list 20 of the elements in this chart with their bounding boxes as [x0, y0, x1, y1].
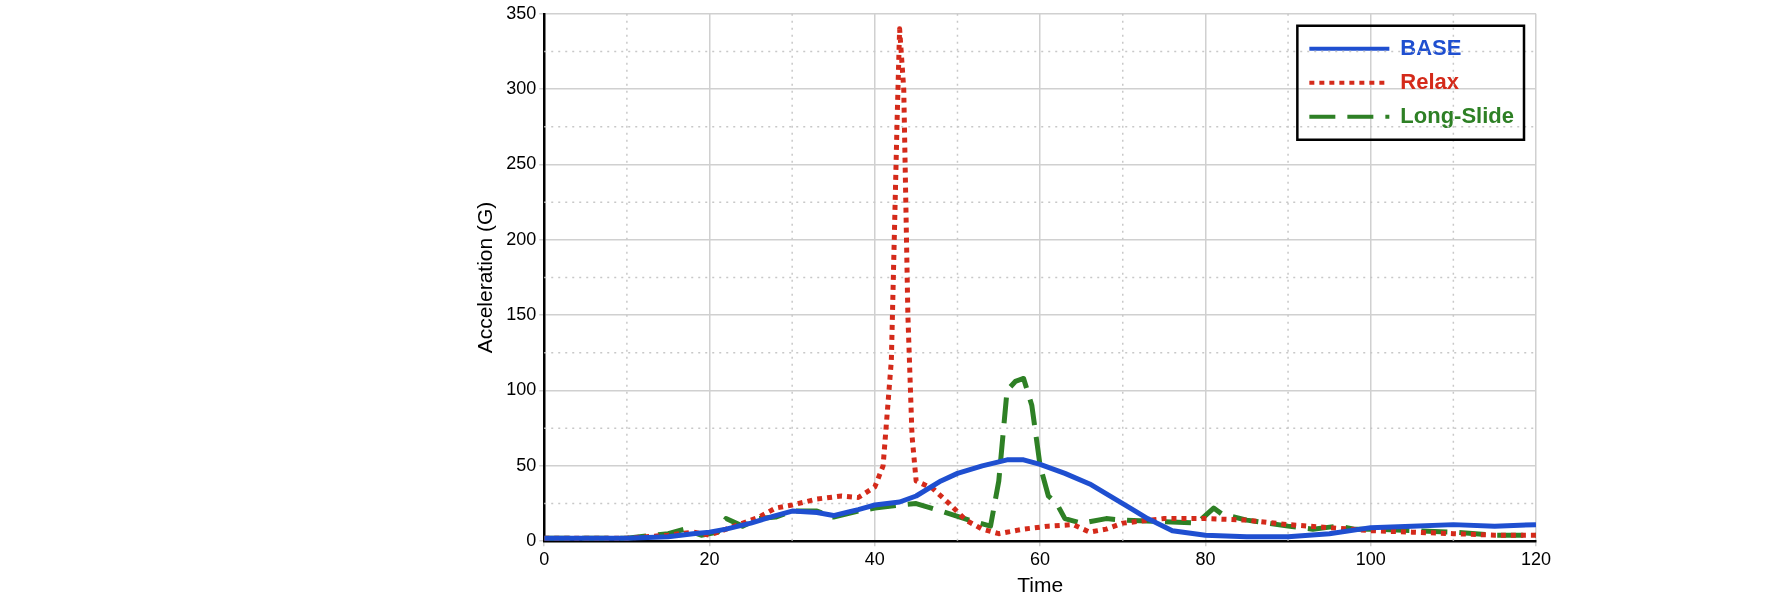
x-tick-label: 60 [1030, 548, 1051, 569]
x-tick-label: 40 [864, 548, 885, 569]
legend-label: Long-Slide [1400, 102, 1514, 128]
y-tick-label: 100 [506, 379, 537, 400]
x-tick-label: 80 [1195, 548, 1216, 569]
y-tick-label: 350 [506, 2, 537, 23]
x-tick-label: 0 [539, 548, 550, 569]
y-tick-label: 0 [526, 530, 537, 551]
x-tick-label: 120 [1520, 548, 1552, 569]
legend-label: Relax [1400, 68, 1460, 94]
x-tick-label: 20 [699, 548, 720, 569]
y-axis-title: Acceleration (G) [473, 201, 497, 354]
y-tick-label: 200 [506, 228, 537, 249]
legend-label: BASE [1400, 34, 1462, 60]
y-tick-label: 50 [516, 454, 537, 475]
x-axis-title: Time [1017, 573, 1064, 597]
y-tick-label: 300 [506, 78, 537, 99]
x-tick-label: 100 [1355, 548, 1386, 569]
y-tick-label: 250 [506, 153, 537, 174]
y-tick-label: 150 [506, 304, 537, 325]
